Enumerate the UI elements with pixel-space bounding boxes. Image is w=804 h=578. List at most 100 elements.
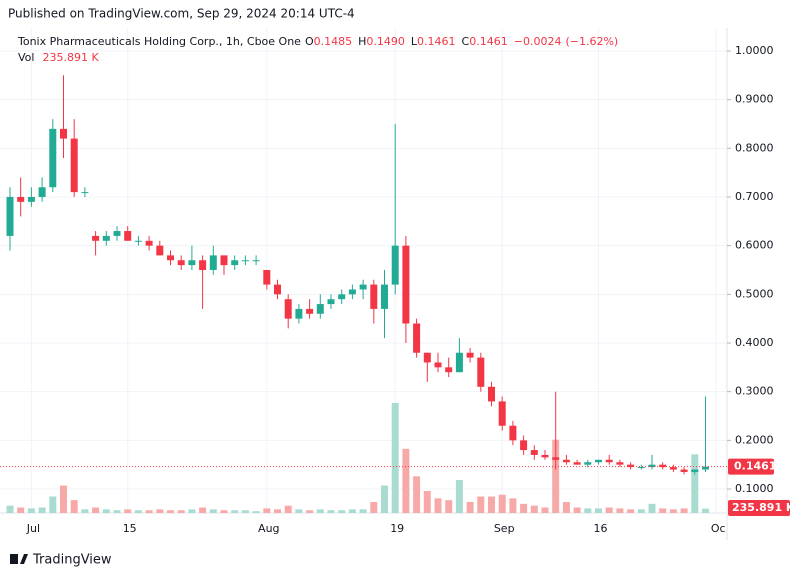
volume-bar [295, 509, 303, 513]
volume-bar [177, 510, 185, 513]
candle-body [434, 362, 442, 368]
volume-bar [370, 502, 378, 513]
candle-body [284, 299, 292, 319]
ohlc-prefix: O [305, 35, 314, 48]
volume-bar [530, 505, 538, 513]
ohlc-value: 0.1461 [417, 35, 456, 48]
y-tick-label: 0.2000 [735, 433, 774, 446]
candle-body [60, 128, 67, 139]
candle-body [445, 367, 453, 373]
candle-body [595, 459, 602, 463]
volume-bar [306, 510, 314, 513]
volume-bar [669, 509, 677, 513]
change: −0.0024 [514, 35, 562, 48]
x-tick-label: Sep [494, 522, 515, 535]
volume-bar [167, 510, 174, 513]
volume-bar [520, 503, 528, 513]
volume-bar [691, 454, 699, 513]
volume-bar [413, 476, 421, 513]
volume-bar [199, 507, 207, 513]
volume-bar [70, 500, 78, 513]
volume-bar [562, 502, 570, 513]
volume-bar [445, 500, 453, 513]
candle-body [648, 464, 656, 468]
candle-body [102, 235, 110, 241]
volume-bar [60, 485, 67, 513]
candle-body [81, 192, 89, 194]
candle-body [370, 284, 378, 309]
candle-body [263, 269, 271, 285]
volume-bar [488, 496, 495, 513]
volume-bar [263, 508, 271, 513]
last-price-label: 0.1461 [734, 460, 776, 473]
candle-body [477, 357, 485, 387]
candle-body [6, 196, 14, 236]
volume-bar [477, 496, 485, 513]
ohlc-value: 0.1490 [366, 35, 405, 48]
candle-body [455, 352, 463, 373]
legend: Tonix Pharmaceuticals Holding Corp., 1h,… [17, 35, 618, 48]
candle-body [584, 462, 592, 465]
candle-body [295, 308, 303, 319]
volume-bar [134, 510, 142, 513]
volume-bar [434, 498, 442, 513]
candle-body [659, 464, 667, 468]
candle-body [423, 352, 431, 363]
published-note: Published on TradingView.com, Sep 29, 20… [8, 7, 355, 21]
volume-bar [145, 510, 153, 513]
volume-bar [209, 509, 217, 513]
volume-bar [6, 505, 14, 513]
change-pct: (−1.62%) [565, 35, 618, 48]
candle-body [691, 469, 699, 472]
candle-body [391, 245, 399, 285]
candle-body [520, 440, 528, 451]
volume-bar [156, 509, 164, 513]
volume-legend: Vol 235.891 K [18, 51, 99, 64]
volume-bar [702, 508, 709, 513]
volume-bar [274, 509, 281, 513]
volume-bar [498, 494, 506, 513]
brand-logo [10, 554, 28, 564]
candle-body [327, 299, 335, 305]
x-tick-label: Jul [26, 522, 40, 535]
y-tick-label: 0.5000 [735, 287, 774, 300]
y-tick-label: 1.0000 [735, 44, 774, 57]
volume-bar [49, 496, 57, 513]
candle-body [199, 260, 207, 270]
volume-bar [595, 508, 602, 513]
candle-body [669, 467, 677, 470]
x-tick-label: Aug [258, 522, 279, 535]
volume-bar [113, 510, 121, 513]
candle-body [231, 260, 239, 266]
volume-bar [552, 439, 560, 513]
y-tick-label: 0.7000 [735, 190, 774, 203]
volume-bar [605, 507, 613, 513]
volume-label: 235.891 K [732, 501, 795, 514]
candle-body [92, 235, 100, 241]
volume-bar [455, 480, 463, 513]
candle-body [252, 260, 260, 262]
candle-body [17, 196, 25, 202]
volume-bar [541, 507, 549, 513]
legend-title: Tonix Pharmaceuticals Holding Corp., 1h,… [17, 35, 301, 48]
candle-body [38, 187, 46, 197]
candle-body [637, 467, 645, 469]
volume-bar [659, 508, 667, 513]
volume-bar [92, 507, 100, 513]
volume-bar [252, 511, 260, 513]
volume-bar [648, 503, 656, 513]
volume-bar [680, 508, 688, 513]
volume-bar [584, 508, 592, 513]
ohlc-prefix: H [358, 35, 366, 48]
candle-body [316, 304, 324, 314]
volume-bar [284, 505, 292, 513]
candle-body [49, 128, 57, 188]
volume-bar [338, 510, 346, 513]
y-tick-label: 0.3000 [735, 385, 774, 398]
candle-body [177, 260, 185, 266]
candle-body [27, 196, 35, 202]
candle-body [348, 289, 356, 295]
volume-bar [381, 485, 388, 513]
candle-body [627, 464, 635, 468]
